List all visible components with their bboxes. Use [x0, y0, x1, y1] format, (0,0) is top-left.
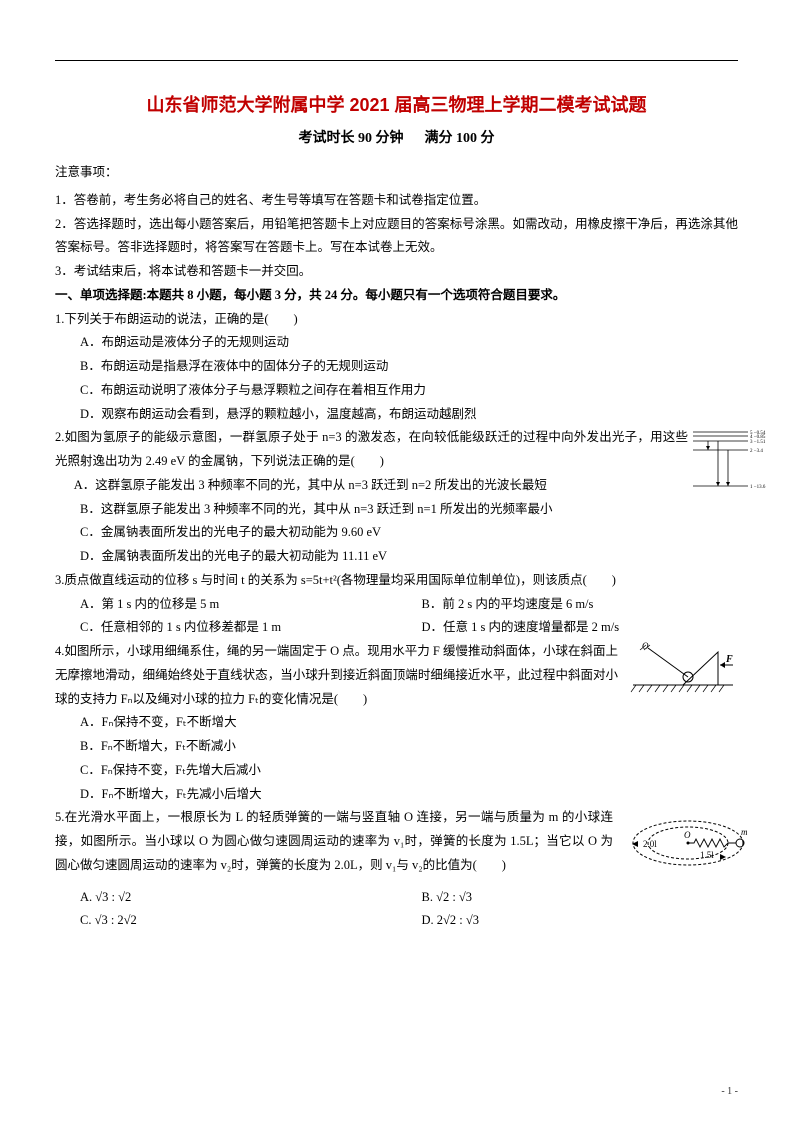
top-horizontal-rule — [55, 60, 738, 61]
notice-heading: 注意事项： — [55, 161, 738, 185]
q2-option-a: A．这群氢原子能发出 3 种频率不同的光，其中从 n=3 跃迁到 n=2 所发出… — [55, 474, 738, 498]
svg-text:O: O — [642, 641, 649, 651]
energy-level-diagram: 5 −0.54 4 −0.85 3 −1.51 2 −3.4 1 −13.6 — [688, 426, 783, 496]
q1-option-c: C．布朗运动说明了液体分子与悬浮颗粒之间存在着相互作用力 — [55, 379, 738, 403]
q5-option-a: A. √3 : √2 — [55, 886, 397, 910]
q4-option-c: C．Fₙ保持不变，Fₜ先增大后减小 — [55, 759, 738, 783]
q1-option-d: D．观察布朗运动会看到，悬浮的颗粒越小，温度越高，布朗运动越剧烈 — [55, 403, 738, 427]
svg-text:2 −3.4: 2 −3.4 — [750, 449, 763, 454]
q2-option-b: B．这群氢原子能发出 3 种频率不同的光，其中从 n=3 跃迁到 n=1 所发出… — [55, 498, 738, 522]
notice-item-3: 3．考试结束后，将本试卷和答题卡一并交回。 — [55, 260, 738, 284]
q5-option-b: B. √2 : √3 — [397, 886, 739, 910]
exam-fullscore: 满分 100 分 — [425, 131, 495, 146]
svg-text:m: m — [741, 827, 748, 837]
notice-item-1: 1．答卷前，考生务必将自己的姓名、考生号等填写在答题卡和试卷指定位置。 — [55, 189, 738, 213]
q2-stem: 2.如图为氢原子的能级示意图，一群氢原子处于 n=3 的激发态，在向较低能级跃迁… — [55, 426, 738, 474]
section-1-heading: 一、单项选择题:本题共 8 小题，每小题 3 分，共 24 分。每小题只有一个选… — [55, 284, 738, 308]
incline-diagram: O F — [628, 640, 738, 700]
q3-option-a: A．第 1 s 内的位移是 5 m — [55, 593, 397, 617]
q3-stem: 3.质点做直线运动的位移 s 与时间 t 的关系为 s=5t+t²(各物理量均采… — [55, 569, 738, 593]
q5-option-c: C. √3 : 2√2 — [55, 909, 397, 933]
svg-text:1 −13.6: 1 −13.6 — [750, 485, 766, 490]
q1-option-a: A．布朗运动是液体分子的无规则运动 — [55, 331, 738, 355]
svg-text:2.0l: 2.0l — [643, 839, 657, 849]
notice-item-2: 2．答选择题时，选出每小题答案后，用铅笔把答题卡上对应题目的答案标号涂黑。如需改… — [55, 213, 738, 261]
q4-option-b: B．Fₙ不断增大，Fₜ不断减小 — [55, 735, 738, 759]
q3-option-d: D．任意 1 s 内的速度增量都是 2 m/s — [397, 616, 739, 640]
q5-option-d: D. 2√2 : √3 — [397, 909, 739, 933]
q1-stem: 1.下列关于布朗运动的说法，正确的是( ) — [55, 308, 738, 332]
svg-text:F: F — [725, 654, 733, 665]
q2-option-c: C．金属钠表面所发出的光电子的最大初动能为 9.60 eV — [55, 521, 738, 545]
svg-text:1.5l: 1.5l — [700, 850, 714, 860]
q1-option-b: B．布朗运动是指悬浮在液体中的固体分子的无规则运动 — [55, 355, 738, 379]
exam-duration: 考试时长 90 分钟 — [299, 131, 404, 146]
page-number: - 1 - — [721, 1086, 738, 1097]
svg-text:O: O — [684, 830, 691, 840]
q3-option-c: C．任意相邻的 1 s 内位移差都是 1 m — [55, 616, 397, 640]
q2-option-d: D．金属钠表面所发出的光电子的最大初动能为 11.11 eV — [55, 545, 738, 569]
spring-circle-diagram: O m 2.0l 1.5l — [628, 816, 738, 871]
exam-subtitle: 考试时长 90 分钟 满分 100 分 — [55, 127, 738, 147]
q4-option-a: A．Fₙ保持不变，Fₜ不断增大 — [55, 711, 738, 735]
svg-text:3 −1.51: 3 −1.51 — [750, 440, 766, 445]
q4-option-d: D．Fₙ不断增大，Fₜ先减小后增大 — [55, 783, 738, 807]
exam-title: 山东省师范大学附属中学 2021 届高三物理上学期二模考试试题 — [55, 91, 738, 117]
q3-option-b: B．前 2 s 内的平均速度是 6 m/s — [397, 593, 739, 617]
